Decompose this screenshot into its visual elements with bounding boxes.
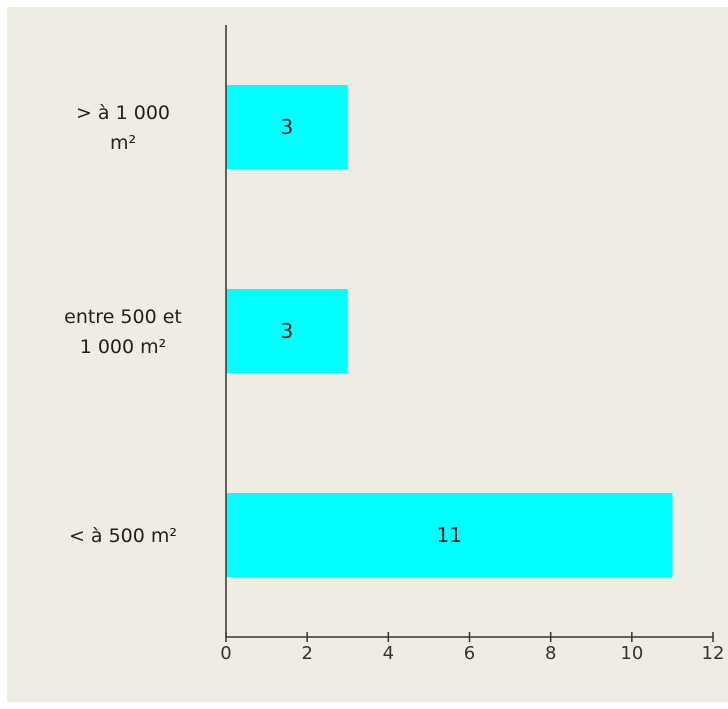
x-tick-label-3: 6 — [464, 643, 475, 664]
x-tick-label-2: 4 — [383, 643, 394, 664]
tick-labels-group: 0 2 4 6 8 10 12 — [220, 643, 724, 664]
axes-group — [225, 25, 714, 642]
category-label-0: > à 1 000 m² — [76, 102, 170, 154]
category-label-1-line-0: entre 500 et — [64, 306, 182, 328]
category-label-0-line-1: m² — [110, 132, 136, 154]
x-tick-label-0: 0 — [220, 643, 231, 664]
data-label-2: 11 — [436, 523, 461, 547]
data-label-0: 3 — [281, 115, 294, 139]
category-label-2: < à 500 m² — [69, 525, 177, 547]
category-label-1-line-1: 1 000 m² — [80, 336, 167, 358]
bar-0 — [226, 85, 348, 169]
x-tick-label-6: 12 — [702, 643, 725, 664]
bar-2 — [226, 493, 673, 577]
x-tick-label-4: 8 — [545, 643, 556, 664]
category-label-1: entre 500 et 1 000 m² — [64, 306, 182, 358]
bars-group — [226, 85, 673, 577]
category-label-2-line-0: < à 500 m² — [69, 525, 177, 547]
x-tick-label-5: 10 — [620, 643, 643, 664]
data-labels-group: 3 3 11 — [281, 115, 462, 547]
chart-panel — [7, 7, 728, 702]
data-label-1: 3 — [281, 319, 294, 343]
category-label-0-line-0: > à 1 000 — [76, 102, 170, 124]
x-tick-label-1: 2 — [301, 643, 312, 664]
category-labels-group: > à 1 000 m² entre 500 et 1 000 m² < à 500 m… — [64, 102, 182, 547]
bar-1 — [226, 289, 348, 373]
